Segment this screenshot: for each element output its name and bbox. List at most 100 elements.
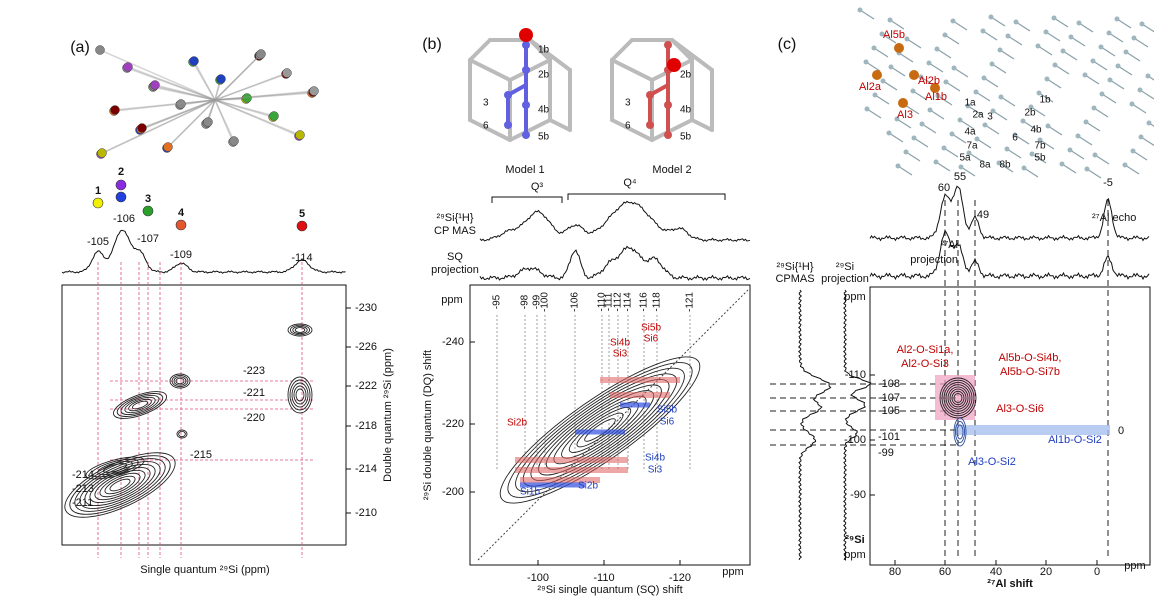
cage-bond	[650, 118, 694, 142]
contour	[169, 373, 191, 389]
framework-bond	[1038, 92, 1054, 103]
contour	[113, 391, 167, 419]
framework-atom	[1005, 33, 1011, 39]
framework-bond	[1086, 168, 1102, 179]
framework-bond	[982, 30, 998, 41]
framework-atom	[1129, 101, 1135, 107]
site-label: Si4b	[645, 453, 665, 464]
shift-label: 0	[1118, 425, 1124, 437]
framework-bond	[1077, 135, 1093, 146]
atom-label: 4b	[538, 105, 550, 116]
atom	[269, 111, 279, 121]
framework-bond	[906, 38, 922, 49]
axis-title: ppm	[844, 549, 865, 561]
framework-bond	[945, 81, 961, 92]
contour	[91, 458, 139, 478]
contour	[287, 323, 313, 337]
unit-label: ppm	[722, 566, 743, 578]
framework-bond	[984, 124, 1000, 135]
axis-title: Single quantum ²⁹Si (ppm)	[140, 564, 269, 576]
framework-bond	[1125, 51, 1141, 62]
framework-atom	[933, 159, 939, 165]
framework-bond	[1061, 163, 1077, 174]
contour	[943, 381, 973, 415]
contour	[79, 461, 161, 509]
framework-bond	[1132, 150, 1148, 161]
atom	[203, 117, 213, 127]
bond	[214, 72, 288, 101]
bond	[214, 53, 262, 101]
framework-atom	[1012, 132, 1018, 138]
peak-number: 4	[178, 207, 185, 219]
framework-bond	[1054, 64, 1070, 75]
framework-atom	[894, 116, 900, 122]
al-atom	[909, 70, 919, 80]
framework-bond	[1109, 79, 1125, 90]
bond	[214, 55, 260, 101]
bond	[192, 61, 216, 101]
contour	[941, 379, 975, 417]
highlight	[648, 45, 670, 135]
peak-label: 55	[954, 171, 966, 183]
contour	[576, 412, 624, 448]
axis-title: ²⁹Si	[845, 534, 864, 546]
framework-atom	[958, 164, 964, 170]
atom	[95, 45, 105, 55]
spectrum-label: projection	[431, 264, 479, 276]
framework-bond	[959, 119, 975, 130]
cage-bond	[670, 38, 714, 72]
spectrum	[869, 228, 1150, 281]
framework-bond	[921, 123, 937, 134]
framework-atom	[1131, 35, 1137, 41]
framework-atom	[871, 45, 877, 51]
bond	[141, 99, 216, 129]
al-atom	[930, 83, 940, 93]
framework-bond	[976, 138, 992, 149]
al-site: Al2a	[859, 81, 882, 93]
bond	[114, 99, 216, 111]
bond	[214, 97, 248, 101]
x-tick-label: -110	[593, 572, 614, 584]
framework-bond	[897, 165, 913, 176]
peak-number: 3	[145, 193, 151, 205]
contour	[89, 466, 151, 504]
atom	[123, 62, 133, 72]
y-tick-label: -90	[850, 489, 866, 501]
framework-atom	[966, 150, 972, 156]
contour	[294, 327, 306, 333]
contour	[947, 386, 969, 410]
bond	[180, 99, 216, 105]
framework-atom	[927, 107, 933, 113]
x-tick-label: 80	[889, 566, 901, 578]
peak-label: 49	[977, 209, 989, 221]
framework-atom	[1076, 20, 1082, 26]
al-site: Al1b	[925, 91, 947, 103]
cage-bond	[610, 118, 654, 142]
axis-title: ²⁷Al shift	[987, 578, 1033, 590]
bond	[126, 67, 216, 101]
contour	[499, 356, 701, 504]
annotation: Al1b-O-Si2	[1048, 434, 1102, 446]
panel-label: (b)	[422, 36, 442, 53]
bond	[127, 66, 216, 101]
framework-bond	[904, 104, 920, 115]
atom	[150, 80, 160, 90]
oxygen	[519, 28, 533, 42]
contour	[84, 464, 156, 506]
framework-atom	[1082, 72, 1088, 78]
contour	[176, 429, 188, 439]
atom	[242, 93, 252, 103]
framework-bond	[1078, 22, 1094, 33]
peak-label: -111	[604, 292, 615, 311]
framework-atom	[926, 60, 932, 66]
framework-atom	[1107, 77, 1113, 83]
si-shift: -99	[878, 447, 894, 459]
panel-label: (a)	[70, 39, 90, 56]
framework-bond	[1015, 21, 1031, 32]
x-tick-label: -100	[527, 572, 549, 584]
framework-bond	[1084, 74, 1100, 85]
spectrum-label: SQ	[447, 251, 463, 263]
si-site: 2a	[972, 110, 984, 121]
contour	[69, 455, 171, 515]
spectrum-label: ²⁷Al echo	[1092, 212, 1136, 224]
